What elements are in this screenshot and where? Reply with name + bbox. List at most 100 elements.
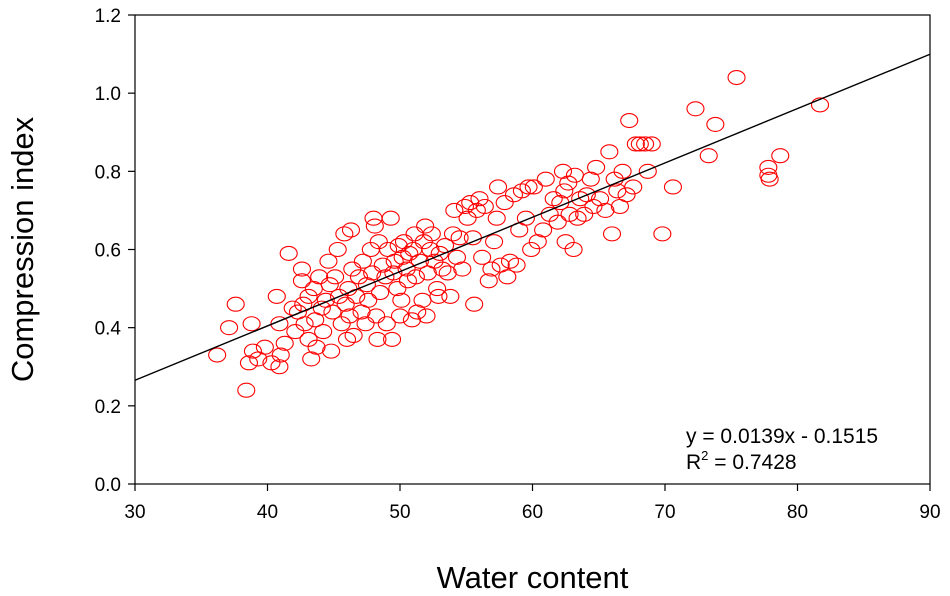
x-tick-label: 80 xyxy=(787,502,808,523)
data-point xyxy=(500,253,520,269)
data-point xyxy=(343,261,362,277)
data-point xyxy=(555,183,574,199)
data-point xyxy=(322,343,341,359)
data-point xyxy=(394,234,414,250)
data-point xyxy=(328,241,347,258)
data-point xyxy=(475,198,494,215)
r-squared-label: R2 = 0.7428 xyxy=(686,448,797,474)
data-point xyxy=(810,97,830,113)
data-point xyxy=(369,234,388,250)
data-point xyxy=(271,347,290,363)
data-point xyxy=(600,144,619,160)
data-point xyxy=(416,218,435,234)
trendline xyxy=(134,53,931,381)
data-point xyxy=(220,320,239,336)
y-tick-label: 1.0 xyxy=(95,84,121,105)
data-point xyxy=(463,230,482,246)
data-point xyxy=(267,288,286,304)
data-point xyxy=(341,222,361,238)
data-point xyxy=(413,292,432,308)
data-point xyxy=(208,347,227,363)
data-point xyxy=(340,308,359,324)
data-point xyxy=(365,218,384,234)
data-point xyxy=(270,359,289,375)
data-point xyxy=(353,253,372,269)
data-point xyxy=(686,101,705,117)
data-point xyxy=(310,269,329,285)
x-tick-label: 60 xyxy=(522,502,543,523)
data-point xyxy=(663,179,683,195)
data-point xyxy=(408,304,427,320)
data-point xyxy=(314,324,333,340)
data-point xyxy=(759,159,778,175)
x-tick-label: 50 xyxy=(389,502,410,523)
data-point xyxy=(584,198,603,215)
data-point xyxy=(771,148,790,164)
data-point xyxy=(406,269,425,285)
data-point xyxy=(516,210,535,226)
data-points xyxy=(208,69,830,398)
data-point xyxy=(495,195,514,211)
data-point xyxy=(373,257,392,273)
x-tick-label: 30 xyxy=(124,502,145,523)
data-point xyxy=(565,167,584,183)
x-tick-label: 90 xyxy=(919,502,940,523)
data-point xyxy=(410,253,429,269)
data-point xyxy=(591,191,610,207)
data-point xyxy=(337,331,357,347)
data-point xyxy=(642,136,661,152)
data-point xyxy=(548,214,567,230)
data-point xyxy=(461,195,480,211)
trendline-layer xyxy=(134,53,931,381)
data-point xyxy=(653,226,672,242)
r2-base: R xyxy=(686,451,701,474)
data-point xyxy=(368,331,387,347)
data-point xyxy=(226,296,245,312)
data-point xyxy=(706,116,725,132)
data-point xyxy=(636,136,655,152)
data-point xyxy=(384,265,403,281)
data-point xyxy=(422,226,441,242)
data-point xyxy=(239,355,258,371)
data-point xyxy=(363,265,382,281)
data-point xyxy=(405,226,424,242)
data-point xyxy=(447,249,467,265)
data-point xyxy=(336,296,355,312)
data-point xyxy=(760,171,779,187)
data-point xyxy=(528,234,547,250)
data-point xyxy=(575,206,594,222)
data-point xyxy=(564,241,583,258)
data-point xyxy=(485,234,504,250)
x-tick-label: 40 xyxy=(257,502,278,523)
data-point xyxy=(512,183,531,199)
data-point xyxy=(450,230,469,246)
data-point xyxy=(487,210,506,226)
data-point xyxy=(430,245,449,261)
data-point xyxy=(429,288,448,304)
data-point xyxy=(568,210,587,226)
plot-area xyxy=(134,14,931,485)
data-point xyxy=(390,308,410,324)
data-point xyxy=(279,245,298,261)
data-point xyxy=(519,179,538,195)
data-point xyxy=(237,382,256,398)
data-point xyxy=(402,312,421,328)
data-point xyxy=(630,136,649,152)
data-point xyxy=(524,179,543,195)
y-tick-label: 0.6 xyxy=(95,241,121,262)
data-point xyxy=(371,284,390,301)
data-point xyxy=(344,327,363,344)
r2-value: = 0.7428 xyxy=(708,451,796,474)
y-tick-label: 0.4 xyxy=(95,319,122,340)
data-point xyxy=(536,171,555,187)
data-point xyxy=(624,179,643,195)
data-point xyxy=(359,292,378,308)
x-axis-title: Water content xyxy=(437,560,629,595)
data-point xyxy=(421,241,440,258)
data-point xyxy=(626,136,645,152)
data-point xyxy=(381,210,400,226)
data-point xyxy=(292,273,312,289)
data-point xyxy=(455,198,474,215)
data-point xyxy=(295,316,314,332)
